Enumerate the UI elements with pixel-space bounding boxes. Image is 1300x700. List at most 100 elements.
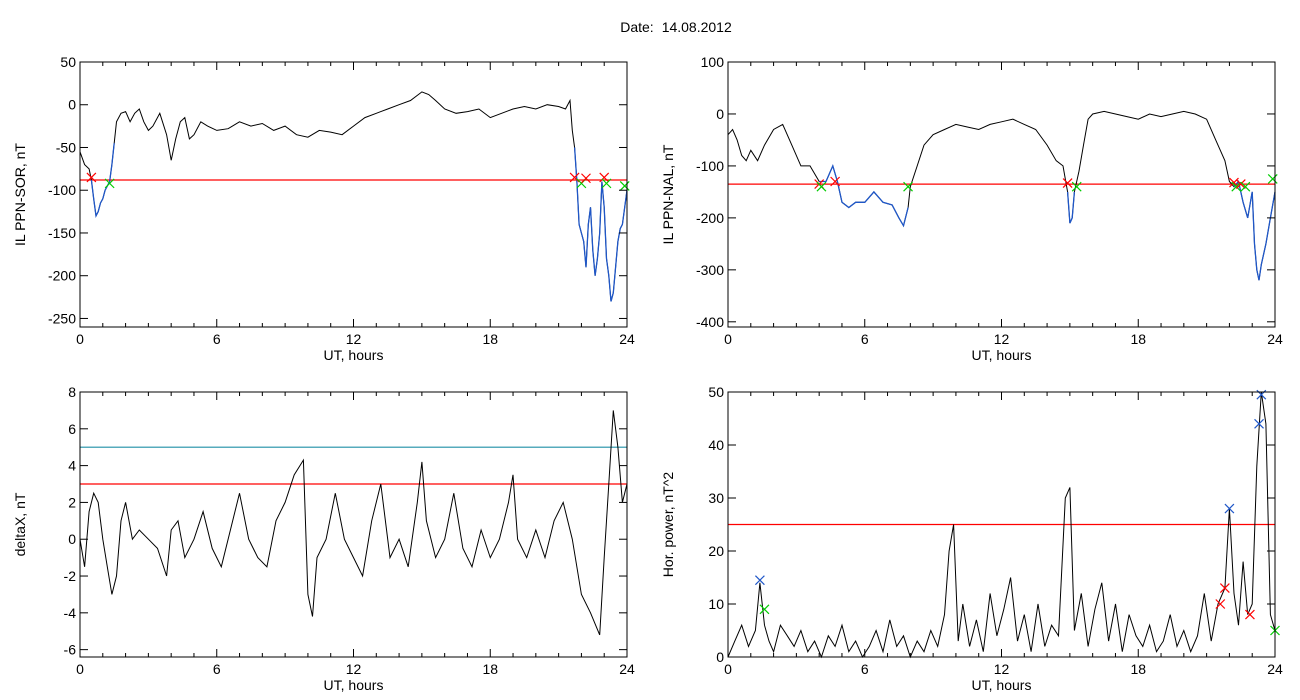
- x-axis-title: UT, hours: [324, 347, 384, 363]
- event-marker: [1224, 503, 1235, 514]
- signal-series-line: [727, 110, 1276, 281]
- y-tick-label: -100: [696, 158, 724, 174]
- highlight-series-segment: [819, 164, 909, 228]
- highlight-series-segment: [1066, 191, 1076, 224]
- marker-stroke: [104, 178, 115, 189]
- x-tick-label: 24: [619, 331, 635, 347]
- y-tick-label: -6: [64, 642, 77, 658]
- x-tick-label: 0: [76, 331, 84, 347]
- chart-panel-deltax: 0 6 12 18 24 8 6 4 2 0 -2 -4 -6 UT, hours deltaX, nT: [12, 384, 635, 693]
- x-tick-label: 6: [213, 331, 221, 347]
- plot-frame: [727, 61, 1276, 328]
- marker-stroke: [599, 172, 610, 183]
- y-tick-label: 100: [701, 54, 725, 70]
- event-marker: [1235, 179, 1246, 190]
- event-marker: [601, 178, 612, 189]
- x-tick-label: 18: [482, 331, 498, 347]
- y-axis-title: Hor. power, nT^2: [660, 472, 676, 578]
- event-marker: [1071, 181, 1082, 192]
- signal-series-line: [79, 91, 628, 302]
- signal-series-line: [727, 391, 1276, 659]
- y-axis-title: IL PPN-SOR, nT: [12, 143, 28, 246]
- x-tick-label: 12: [346, 661, 362, 677]
- marker-stroke: [86, 172, 97, 183]
- y-tick-label: 6: [68, 421, 76, 437]
- marker-stroke: [1254, 418, 1264, 429]
- event-marker: [1215, 599, 1226, 609]
- event-marker: [903, 181, 913, 192]
- y-tick-label: 50: [708, 384, 724, 400]
- marker-stroke: [619, 181, 630, 191]
- x-tick-label: 0: [76, 661, 84, 677]
- x-tick-label: 18: [482, 661, 498, 677]
- y-tick-label: -300: [696, 262, 724, 278]
- x-tick-label: 12: [994, 661, 1010, 677]
- x-tick-label: 24: [619, 661, 635, 677]
- event-marker: [599, 172, 610, 183]
- y-tick-label: 0: [716, 649, 724, 665]
- event-marker: [1062, 178, 1073, 188]
- y-tick-label: 30: [708, 490, 724, 506]
- y-tick-label: -100: [48, 182, 76, 198]
- x-tick-label: 18: [1130, 331, 1146, 347]
- y-tick-label: 0: [68, 531, 76, 547]
- signal-series-line: [79, 410, 628, 636]
- marker-stroke: [601, 178, 612, 189]
- y-tick-label: 0: [716, 106, 724, 122]
- date-title: Date: 14.08.2012: [0, 19, 1300, 35]
- x-tick-label: 24: [1267, 331, 1283, 347]
- y-axis-title: deltaX, nT: [12, 492, 28, 556]
- marker-stroke: [1235, 179, 1246, 190]
- y-tick-label: -400: [696, 314, 724, 330]
- event-marker: [816, 181, 827, 192]
- chart-panel-ppn-nal: 0 6 12 18 24 100 0 -100 -200 -300 -400 UT, hours IL …: [660, 54, 1283, 363]
- date-value: 14.08.2012: [661, 19, 732, 35]
- highlight-series-segment: [90, 143, 115, 219]
- y-tick-label: -50: [56, 139, 76, 155]
- marker-stroke: [569, 172, 580, 183]
- marker-stroke: [1231, 181, 1242, 192]
- event-marker: [830, 176, 841, 187]
- event-marker: [1267, 173, 1278, 184]
- y-tick-label: -200: [696, 210, 724, 226]
- event-marker: [1254, 418, 1264, 429]
- x-axis-title: UT, hours: [972, 677, 1032, 693]
- y-axis-title: IL PPN-NAL, nT: [660, 144, 676, 244]
- event-marker: [1219, 583, 1230, 594]
- event-marker: [569, 172, 580, 183]
- plot-frame: [79, 391, 628, 658]
- event-marker: [1245, 609, 1255, 620]
- chart-panel-ppn-sor: 0 6 12 18 24 50 0 -50 -100 -150 -200 -250 UT, hours I…: [12, 54, 635, 363]
- y-tick-label: 8: [68, 384, 76, 400]
- event-marker: [104, 178, 115, 189]
- x-tick-label: 12: [994, 331, 1010, 347]
- x-tick-label: 24: [1267, 661, 1283, 677]
- marker-stroke: [1071, 181, 1082, 192]
- x-tick-label: 6: [861, 331, 869, 347]
- y-tick-label: 50: [60, 54, 76, 70]
- y-tick-label: 20: [708, 543, 724, 559]
- event-marker: [619, 181, 630, 191]
- event-marker: [581, 173, 591, 184]
- event-marker: [759, 604, 770, 615]
- marker-stroke: [1240, 181, 1251, 192]
- marker-stroke: [1062, 178, 1073, 188]
- marker-stroke: [581, 173, 591, 184]
- highlight-series-segment: [573, 147, 628, 302]
- x-tick-label: 12: [346, 331, 362, 347]
- x-tick-label: 18: [1130, 661, 1146, 677]
- x-tick-label: 6: [861, 661, 869, 677]
- marker-stroke: [816, 181, 827, 192]
- marker-stroke: [754, 575, 765, 586]
- y-tick-label: 0: [68, 97, 76, 113]
- y-tick-label: -200: [48, 268, 76, 284]
- marker-stroke: [1215, 599, 1226, 609]
- marker-stroke: [759, 604, 770, 615]
- event-marker: [86, 172, 97, 183]
- marker-stroke: [830, 176, 841, 187]
- event-marker: [1231, 181, 1242, 192]
- marker-stroke: [1224, 503, 1235, 514]
- marker-stroke: [1245, 609, 1255, 620]
- chart-panel-hor-power: 0 6 12 18 24 50 40 30 20 10 0 UT, hours Hor. power, …: [660, 384, 1283, 693]
